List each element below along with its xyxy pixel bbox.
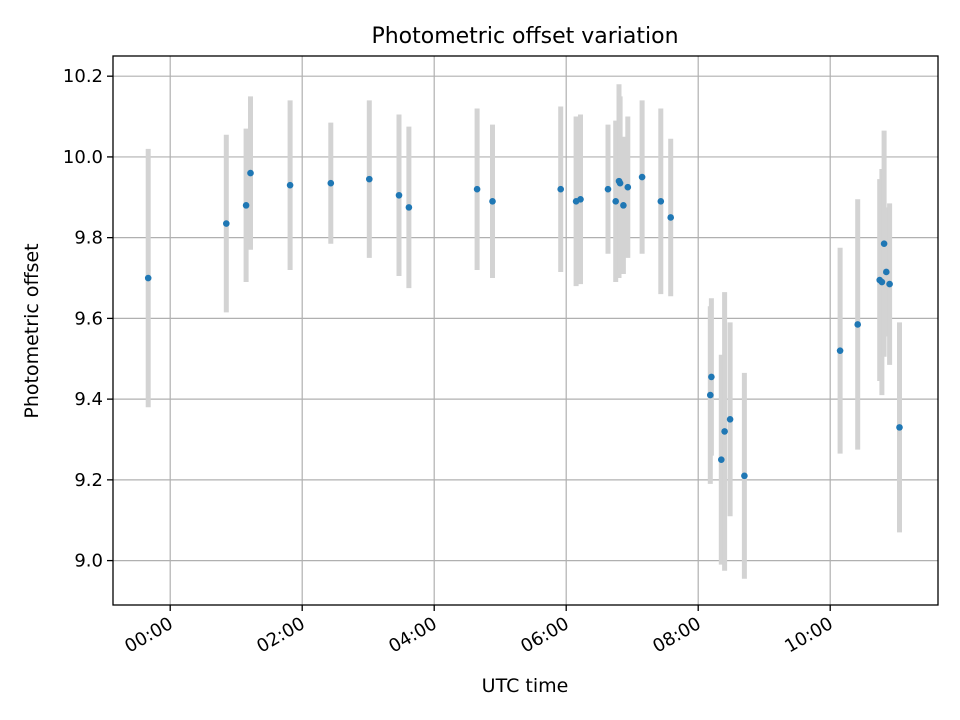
- x-tick-label: 00:00: [121, 613, 176, 657]
- error-bars: [145, 84, 902, 579]
- data-point: [878, 278, 886, 286]
- data-point: [144, 274, 152, 282]
- data-point: [242, 202, 250, 209]
- data-point: [620, 202, 627, 209]
- data-point: [286, 181, 294, 189]
- x-tick-label: 10:00: [781, 613, 836, 657]
- x-tick-label: 06:00: [517, 613, 572, 657]
- data-point: [836, 347, 844, 354]
- data-point: [395, 191, 403, 199]
- x-axis-label: UTC time: [482, 675, 569, 697]
- data-point: [886, 280, 893, 288]
- data-point: [707, 391, 714, 399]
- data-point: [667, 214, 674, 221]
- data-point: [624, 183, 632, 191]
- y-tick-label: 9.0: [74, 551, 103, 572]
- data-point: [718, 456, 725, 463]
- y-axis-label: Photometric offset: [21, 243, 43, 418]
- x-tick-label: 04:00: [385, 613, 440, 657]
- y-tick-label: 10.2: [63, 66, 103, 87]
- data-point: [223, 220, 230, 227]
- y-tick-label: 10.0: [63, 147, 103, 168]
- data-point: [405, 204, 413, 211]
- data-point: [883, 268, 890, 276]
- data-point: [604, 185, 612, 193]
- data-point: [612, 198, 619, 205]
- data-point: [489, 198, 496, 205]
- y-tick-label: 9.4: [74, 389, 103, 410]
- grid-lines: [113, 56, 938, 605]
- x-tick-label: 02:00: [253, 613, 308, 657]
- data-point: [557, 185, 564, 193]
- data-point: [880, 240, 888, 248]
- data-point: [741, 472, 748, 480]
- data-point: [721, 428, 728, 435]
- data-point: [577, 196, 584, 203]
- data-point: [726, 416, 734, 423]
- data-point: [473, 185, 481, 193]
- data-points: [144, 169, 903, 480]
- data-point: [854, 321, 861, 328]
- data-point: [657, 198, 665, 205]
- x-tick-label: 08:00: [649, 613, 704, 657]
- data-point: [708, 373, 715, 381]
- data-point: [247, 169, 254, 177]
- chart-title: Photometric offset variation: [371, 24, 678, 49]
- y-tick-label: 9.2: [74, 470, 103, 491]
- data-point: [896, 424, 903, 431]
- y-tick-label: 9.8: [74, 228, 103, 249]
- data-point: [327, 179, 335, 187]
- data-point: [638, 173, 646, 181]
- data-point: [366, 175, 373, 183]
- data-point: [616, 179, 624, 187]
- plot-frame: [112, 55, 939, 606]
- y-tick-label: 9.6: [74, 308, 103, 329]
